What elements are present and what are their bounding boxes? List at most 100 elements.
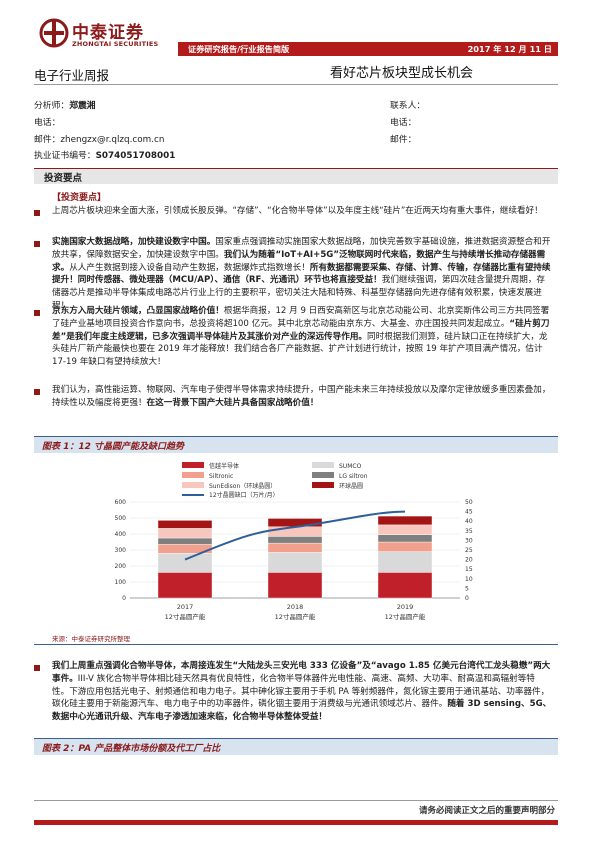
x-tick-year: 2019 [397,603,414,611]
email-row: 邮件：zhengzx@r.qlzq.com.cn [34,132,164,145]
bar-segment [377,534,433,543]
y2-tick-label: 0 [465,595,469,602]
legend-label: SunEdison（环球晶圆） [209,482,276,490]
legend-label: 环球晶圆 [339,482,363,490]
figure-2-title: 图表 2：PA 产品整体市场份额及代工厂占比 [42,744,221,754]
footer-bar [34,820,558,825]
bar-segment [267,552,323,573]
bar-segment [267,536,323,544]
y-tick-label: 400 [115,531,127,538]
x-tick-sub: 12寸晶圆产能 [165,612,206,621]
paragraph-4-text: 我们认为，高性能运算、物联网、汽车电子使得半导体需求持续提升，中国产能未来三年持… [52,385,551,408]
legend-swatch [182,462,204,468]
y-tick-label: 500 [115,515,127,522]
paragraph-2-highlight-2: 所有数据都需要采集、存储、计算、传输，存储器比重有望持续提升！同时传感器、微处理… [52,262,551,286]
y2-tick-label: 40 [465,518,473,525]
figure-1-title: 图表 1：12 寸晶圆产能及缺口趋势 [42,442,185,452]
cert-label: 执业证书编号： [34,151,96,161]
bar-segment [267,572,323,599]
cert-row: 执业证书编号：S074051708001 [34,148,175,161]
y2-tick-label: 15 [465,566,473,573]
bar-segment [377,551,433,573]
legend-swatch [312,482,334,488]
bar-segment [157,528,213,539]
company-logo-text: 中泰证券 [72,23,144,43]
y2-tick-label: 10 [465,576,473,583]
y-tick-label: 200 [115,563,127,570]
paragraph-5-highlight: 随着 3D sensing、5G、数据中心光通讯升级、汽车电子渗透加速来临，化合… [52,699,552,723]
phone-label: 电话： [34,118,61,128]
y2-tick-label: 45 [465,509,473,516]
cert-value: S074051708001 [95,151,176,161]
bar-segment [267,518,323,527]
analyst-name: 郑震湘 [69,101,96,111]
paragraph-2-highlight: 我们认为随着“IoT+AI+5G”泛物联网时代来临，数据产生与持续增长推动存储器… [52,249,546,273]
bar-segment [377,572,433,599]
paragraph-2-lead: 实施国家大数据战略，加快建设数字中国。 [52,237,216,247]
analyst-label: 分析师： [34,101,70,111]
email-label: 邮件： [34,135,61,145]
figure-2-title-bar: 图表 2：PA 产品整体市场份额及代工厂占比 [34,738,558,755]
y2-tick-label: 25 [465,547,473,554]
y2-tick-label: 35 [465,528,473,535]
y2-tick-label: 20 [465,557,473,564]
contact-label: 联系人： [390,101,426,111]
bullet-marker [34,310,40,316]
bar-segment [157,520,213,529]
paragraph-3-lead: 京东方入局大硅片领域，凸显国家战略价值！ [52,306,224,316]
paragraph-5-text: III-V 族化合物半导体相比硅天然具有优良特性，化合物半导体器件光电性能、高速… [52,673,550,710]
figure-1-source: 来源：中泰证券研究所整理 [52,635,130,643]
capacity-gap-chart: 信越半导体 SUMCO Siltronic LG siltron SunEdison（环… [115,462,473,621]
paragraph-1-text: 上周芯片板块迎来全面大涨，引领成长股反弹。“存储”、“化合物半导体”以及年度主线… [52,206,543,216]
legend-label: 信越半导体 [209,462,239,470]
legend-label: LG siltron [339,473,368,480]
paragraph-3-text-2: 同时根据我们测算，硅片缺口正在持续扩大，龙头硅片厂新产能最快也要在 2019 年… [52,331,548,368]
figure-1-bottom-rule [34,644,558,645]
bullet-marker [34,210,40,216]
legend-swatch [182,482,204,488]
company-logo-mark [39,18,69,48]
paragraph-4: 我们认为，高性能运算、物联网、汽车电子使得半导体需求持续提升，中国产能未来三年持… [52,384,552,410]
y2-tick-label: 30 [465,537,473,544]
paragraph-1: 上周芯片板块迎来全面大涨，引领成长股反弹。“存储”、“化合物半导体”以及年度主线… [52,205,552,218]
email-value[interactable]: zhengzx@r.qlzq.com.cn [60,135,165,145]
bar-segment [157,572,213,599]
report-banner: 证券研究报告/行业报告简版 2017 年 12 月 11 日 [178,42,558,56]
bar-segment [267,526,323,537]
paragraph-3-text: 根据华商报，12 月 9 日西安高新区与北京芯动能公司、北京奕斯伟公司三方共同签… [52,306,550,329]
report-date: 2017 年 12 月 11 日 [467,44,552,54]
bar-segment [267,542,323,553]
y-tick-label: 0 [122,595,126,602]
paragraph-3: 京东方入局大硅片领域，凸显国家战略价值！根据华商报，12 月 9 日西安高新区与… [52,305,552,369]
legend-swatch [312,462,334,468]
paragraph-2: 实施国家大数据战略，加快建设数字中国。国家重点强调推动实施国家大数据战略，加快完… [52,236,552,313]
footer-disclaimer: 请务必阅读正文之后的重要声明部分 [418,806,555,816]
x-tick-year: 2018 [287,603,304,611]
company-logo-subtitle: ZHONGTAI SECURITIES [72,40,159,48]
paragraph-5: 我们上周重点强调化合物半导体，本周接连发生“大陆龙头三安光电 333 亿设备”及… [52,660,552,724]
y-tick-label: 300 [115,547,127,554]
footer-divider [34,800,558,801]
report-title: 看好芯片板块型成长机会 [330,66,474,81]
x-tick-year: 2017 [177,603,194,611]
x-tick-sub: 12寸晶圆产能 [275,612,316,621]
y-tick-label: 600 [115,499,127,506]
analyst-row: 分析师：郑震湘 [34,98,96,111]
bar-segment [377,524,433,535]
paragraph-2-text: 国家重点强调推动实施国家大数据战略，加快完善数字基础设施，推进数据资源整合和开放… [52,237,551,260]
bullet-marker [34,241,40,247]
paragraph-5-lead: 我们上周重点强调化合物半导体，本周接连发生“大陆龙头三安光电 333 亿设备”及… [52,661,551,684]
bar-segment [377,515,433,526]
legend-swatch [182,472,204,478]
legend-label: 12寸晶圆缺口（万片/月） [209,491,279,499]
legend-swatch [312,472,334,478]
figure-1-title-bar: 图表 1：12 寸晶圆产能及缺口趋势 [34,436,558,453]
x-tick-sub: 12寸晶圆产能 [385,612,426,621]
paragraph-2-text-3: 我们继续强调，第四次硅含量提升周期，存储器芯片是推动半导体集成电路芯片行业上行的… [52,275,546,311]
y2-tick-label: 5 [465,585,469,592]
report-category: 证券研究报告/行业报告简版 [188,44,290,54]
y-tick-label: 100 [115,579,127,586]
bar-segment [157,552,213,573]
paragraph-4-highlight: 在这一背景下国产大硅片具备国家战略价值！ [146,397,319,408]
report-type: 电子行业周报 [34,68,110,83]
